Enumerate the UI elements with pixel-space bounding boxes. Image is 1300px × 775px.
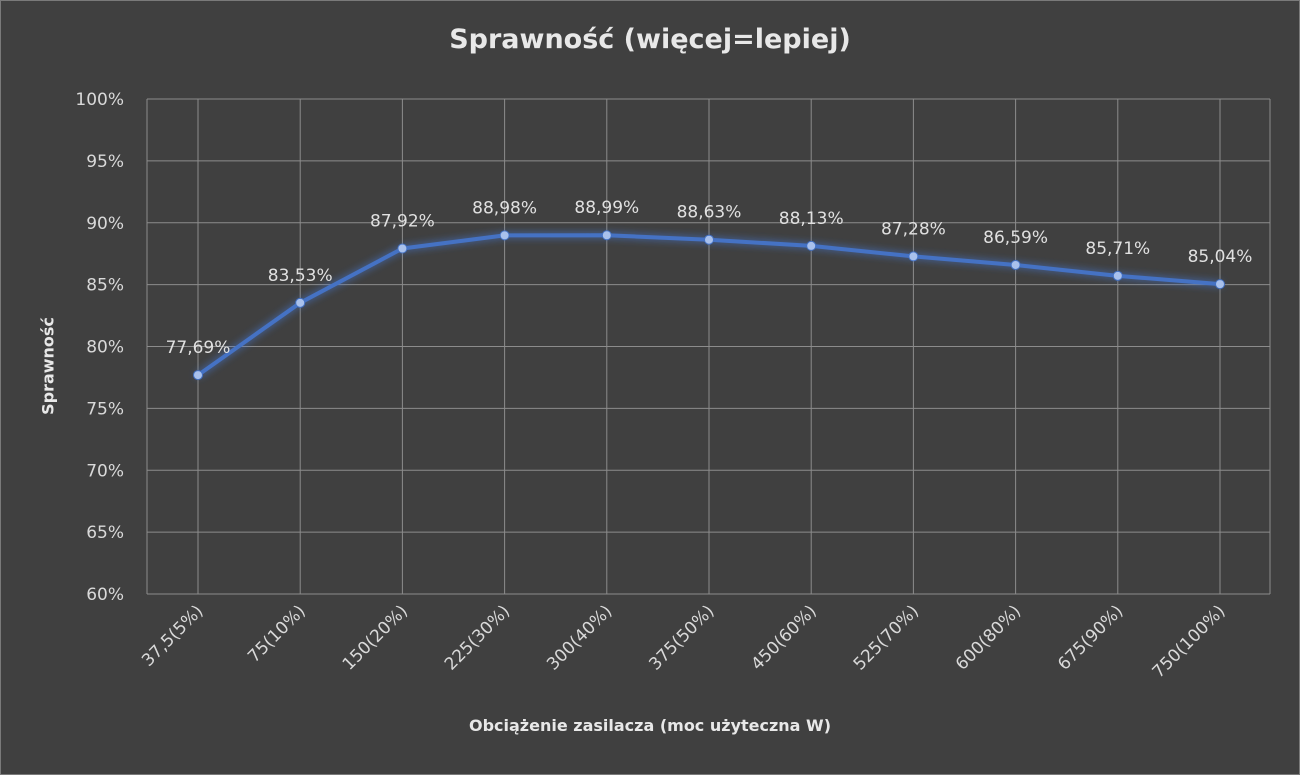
y-tick-label: 80% [86, 338, 124, 358]
data-point [1010, 259, 1021, 270]
y-tick-label: 85% [86, 276, 124, 296]
x-tick-labels: 37,5(5%) 75(10%) 150(20%) 225(30%) 300(40%) 3… [138, 601, 1229, 682]
data-label: 88,13% [779, 209, 844, 229]
x-tick-label: 675(90%) [1054, 601, 1127, 674]
data-label: 85,71% [1085, 239, 1150, 259]
data-label: 85,04% [1188, 247, 1253, 267]
data-label: 83,53% [268, 266, 333, 286]
x-tick-label: 375(50%) [645, 601, 718, 674]
y-tick-label: 70% [86, 461, 124, 481]
data-point [806, 240, 817, 251]
data-label: 77,69% [166, 338, 231, 358]
x-tick-label: 600(80%) [952, 601, 1025, 674]
data-point [193, 370, 203, 381]
y-tick-labels: 60% 65% 70% 75% 80% 85% 90% 95% 100% [75, 90, 124, 605]
y-tick-label: 90% [86, 214, 124, 234]
data-label: 86,59% [983, 228, 1048, 248]
data-label: 87,92% [370, 211, 435, 231]
data-point [1215, 279, 1225, 290]
vertical-gridlines [146, 99, 1271, 594]
series-line-group [193, 230, 1225, 381]
y-tick-label: 100% [75, 90, 124, 110]
x-tick-label: 150(20%) [339, 601, 412, 674]
data-label: 88,63% [677, 203, 742, 223]
data-point [1112, 270, 1123, 281]
x-tick-label: 225(30%) [441, 601, 514, 674]
y-tick-label: 60% [86, 585, 124, 605]
data-point [499, 230, 510, 241]
chart-title: Sprawność (więcej=lepiej) [449, 24, 851, 55]
x-tick-label: 750(100%) [1149, 601, 1230, 682]
x-axis-title: Obciążenie zasilacza (moc użyteczna W) [468, 716, 832, 735]
x-tick-label: 525(70%) [850, 601, 923, 674]
data-point [397, 243, 408, 254]
data-point [908, 251, 919, 262]
data-label: 88,99% [574, 198, 639, 218]
data-labels: 77,69% 83,53% 87,92% 88,98% 88,99% 88,63% 88,1… [166, 198, 1253, 358]
data-point [704, 234, 714, 245]
x-tick-label: 450(60%) [748, 601, 821, 674]
y-tick-label: 95% [86, 152, 124, 172]
y-tick-label: 65% [86, 523, 124, 543]
data-label: 87,28% [881, 219, 946, 239]
x-tick-label: 75(10%) [244, 601, 310, 667]
data-point [295, 297, 306, 308]
data-label: 88,98% [472, 198, 537, 218]
data-point [601, 230, 612, 241]
y-tick-label: 75% [86, 399, 124, 419]
x-tick-label: 300(40%) [543, 601, 616, 674]
x-tick-label: 37,5(5%) [138, 601, 207, 670]
